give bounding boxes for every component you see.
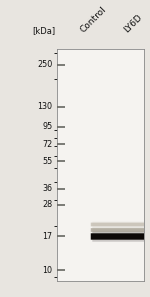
Text: 72: 72	[42, 140, 53, 149]
FancyBboxPatch shape	[91, 223, 150, 226]
Text: 17: 17	[43, 232, 53, 241]
Text: 10: 10	[43, 266, 53, 275]
Text: LY6D: LY6D	[122, 13, 144, 35]
Text: 36: 36	[43, 184, 53, 193]
FancyBboxPatch shape	[91, 233, 150, 240]
Text: 55: 55	[42, 157, 53, 166]
FancyBboxPatch shape	[92, 231, 150, 242]
Text: 130: 130	[38, 102, 53, 111]
Text: 28: 28	[43, 200, 53, 209]
Text: Control: Control	[79, 5, 108, 35]
Text: 250: 250	[37, 60, 53, 69]
FancyBboxPatch shape	[91, 228, 150, 232]
Text: [kDa]: [kDa]	[33, 26, 56, 35]
Text: 95: 95	[42, 122, 53, 131]
FancyBboxPatch shape	[92, 227, 150, 233]
FancyBboxPatch shape	[92, 222, 150, 228]
